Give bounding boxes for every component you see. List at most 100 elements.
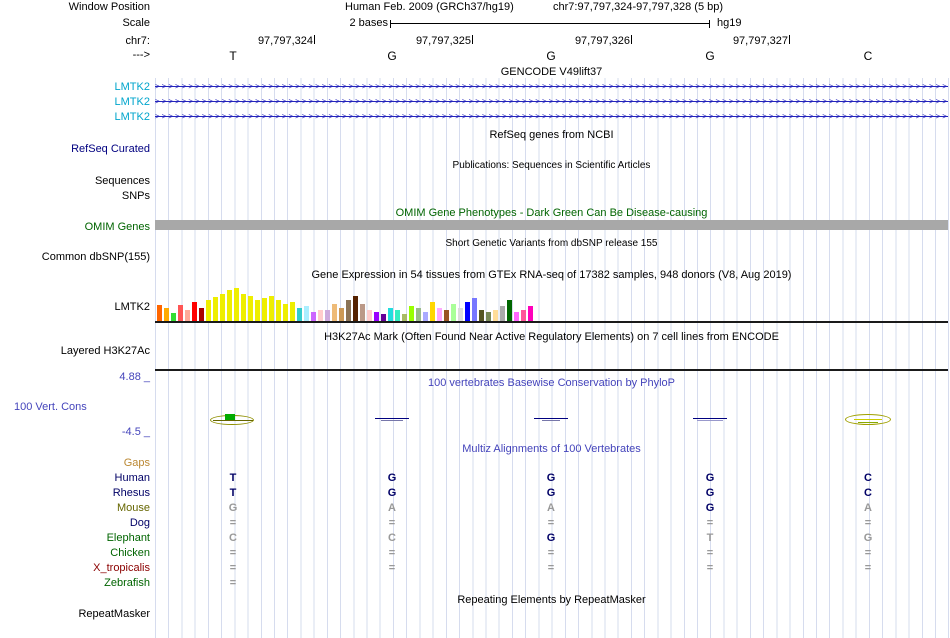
gtex-tissue-bar[interactable] bbox=[290, 302, 295, 321]
gtex-tissue-bar[interactable] bbox=[332, 304, 337, 321]
alignment-base[interactable]: = bbox=[388, 547, 396, 559]
alignment-base[interactable]: = bbox=[864, 562, 872, 574]
gtex-tissue-bar[interactable] bbox=[395, 310, 400, 321]
gtex-tissue-bar[interactable] bbox=[178, 305, 183, 321]
species-label[interactable]: Dog bbox=[129, 517, 150, 529]
gtex-tissue-bar[interactable] bbox=[367, 310, 372, 321]
gtex-tissue-bar[interactable] bbox=[374, 312, 379, 321]
alignment-base[interactable]: G bbox=[705, 472, 715, 484]
conservation-mark[interactable] bbox=[534, 418, 568, 419]
conservation-mark[interactable] bbox=[213, 420, 253, 421]
track-title-multiz[interactable]: Multiz Alignments of 100 Vertebrates bbox=[462, 443, 641, 455]
gtex-tissue-bar[interactable] bbox=[353, 296, 358, 321]
gtex-tissue-bar[interactable] bbox=[388, 308, 393, 321]
alignment-base[interactable]: G bbox=[228, 502, 238, 514]
track-title-omim[interactable]: OMIM Gene Phenotypes - Dark Green Can Be… bbox=[395, 207, 708, 219]
alignment-base[interactable]: G bbox=[863, 532, 873, 544]
species-label[interactable]: Elephant bbox=[106, 532, 150, 544]
gtex-tissue-bar[interactable] bbox=[423, 312, 428, 321]
alignment-base[interactable]: A bbox=[864, 502, 872, 514]
gtex-tissue-bar[interactable] bbox=[255, 300, 260, 321]
gtex-tissue-bar[interactable] bbox=[171, 313, 176, 321]
gtex-tissue-bar[interactable] bbox=[437, 308, 442, 321]
alignment-base[interactable]: G bbox=[546, 487, 556, 499]
track-title-phylop[interactable]: 100 vertebrates Basewise Conservation by… bbox=[427, 377, 676, 389]
alignment-base[interactable]: = bbox=[706, 547, 714, 559]
alignment-base[interactable]: = bbox=[706, 517, 714, 529]
gtex-tissue-bar[interactable] bbox=[416, 308, 421, 321]
track-label-gencode-item[interactable]: LMTK2 bbox=[114, 111, 150, 123]
track-title-refseq[interactable]: RefSeq genes from NCBI bbox=[489, 129, 614, 141]
alignment-base[interactable]: A bbox=[388, 502, 396, 514]
alignment-base[interactable]: T bbox=[229, 472, 237, 484]
alignment-base[interactable]: G bbox=[705, 487, 715, 499]
alignment-base[interactable]: = bbox=[229, 517, 237, 529]
track-title-repeatmasker[interactable]: Repeating Elements by RepeatMasker bbox=[457, 594, 646, 606]
gtex-tissue-bar[interactable] bbox=[206, 300, 211, 321]
alignment-base[interactable]: G bbox=[387, 472, 397, 484]
gtex-tissue-bar[interactable] bbox=[360, 304, 365, 321]
species-label[interactable]: Human bbox=[114, 472, 150, 484]
gtex-tissue-bar[interactable] bbox=[199, 308, 204, 321]
track-label-gencode-item[interactable]: LMTK2 bbox=[114, 81, 150, 93]
gtex-tissue-bar[interactable] bbox=[304, 306, 309, 321]
gtex-tissue-bar[interactable] bbox=[227, 290, 232, 321]
conservation-mark[interactable] bbox=[542, 420, 560, 421]
track-label-sequences[interactable]: Sequences bbox=[94, 175, 150, 187]
gtex-tissue-bar[interactable] bbox=[283, 304, 288, 321]
conservation-mark[interactable] bbox=[845, 414, 891, 425]
species-label[interactable]: Gaps bbox=[123, 457, 150, 469]
gencode-transcript-line[interactable]: >>>>>>>>>>>>>>>>>>>>>>>>>>>>>>>>>>>>>>>>… bbox=[155, 97, 948, 107]
alignment-base[interactable]: = bbox=[547, 547, 555, 559]
gtex-tissue-bar[interactable] bbox=[311, 312, 316, 321]
gtex-tissue-bar[interactable] bbox=[521, 310, 526, 321]
gencode-transcript-line[interactable]: >>>>>>>>>>>>>>>>>>>>>>>>>>>>>>>>>>>>>>>>… bbox=[155, 82, 948, 92]
alignment-base[interactable]: = bbox=[547, 562, 555, 574]
species-label[interactable]: Zebrafish bbox=[104, 577, 150, 589]
alignment-base[interactable]: G bbox=[705, 502, 715, 514]
gtex-tissue-bar[interactable] bbox=[528, 306, 533, 321]
alignment-base[interactable]: C bbox=[864, 487, 872, 499]
track-label-refseq-curated[interactable]: RefSeq Curated bbox=[71, 143, 150, 155]
gtex-tissue-bar[interactable] bbox=[381, 314, 386, 321]
gtex-tissue-bar[interactable] bbox=[458, 308, 463, 321]
track-label-gencode-item[interactable]: LMTK2 bbox=[114, 96, 150, 108]
species-label[interactable]: X_tropicalis bbox=[93, 562, 150, 574]
track-label-h3k27ac[interactable]: Layered H3K27Ac bbox=[60, 345, 150, 357]
alignment-base[interactable]: A bbox=[547, 502, 555, 514]
species-label[interactable]: Mouse bbox=[116, 502, 150, 514]
gtex-tissue-bar[interactable] bbox=[262, 298, 267, 321]
gtex-tissue-bar[interactable] bbox=[213, 297, 218, 321]
alignment-base[interactable]: G bbox=[546, 532, 556, 544]
gtex-tissue-bar[interactable] bbox=[451, 304, 456, 321]
alignment-base[interactable]: T bbox=[706, 532, 714, 544]
track-label-snps[interactable]: SNPs bbox=[121, 190, 150, 202]
conservation-mark[interactable] bbox=[693, 418, 727, 419]
track-label-repeatmasker[interactable]: RepeatMasker bbox=[78, 608, 150, 620]
gtex-tissue-bar[interactable] bbox=[444, 310, 449, 321]
track-title-h3k27ac[interactable]: H3K27Ac Mark (Often Found Near Active Re… bbox=[324, 331, 779, 343]
gtex-tissue-bar[interactable] bbox=[234, 288, 239, 321]
track-title-dbsnp[interactable]: Short Genetic Variants from dbSNP releas… bbox=[445, 238, 658, 249]
gtex-tissue-bar[interactable] bbox=[479, 310, 484, 321]
alignment-base[interactable]: = bbox=[388, 562, 396, 574]
gtex-tissue-bar[interactable] bbox=[220, 294, 225, 321]
gtex-tissue-bar[interactable] bbox=[269, 296, 274, 321]
alignment-base[interactable]: = bbox=[864, 547, 872, 559]
alignment-base[interactable]: = bbox=[229, 547, 237, 559]
track-label-common-dbsnp[interactable]: Common dbSNP(155) bbox=[41, 251, 150, 263]
gtex-tissue-bar[interactable] bbox=[248, 296, 253, 321]
conservation-mark[interactable] bbox=[381, 420, 403, 421]
track-title-gencode[interactable]: GENCODE V49lift37 bbox=[500, 66, 603, 78]
gtex-tissue-bar[interactable] bbox=[486, 312, 491, 321]
gtex-tissue-bar[interactable] bbox=[346, 300, 351, 321]
alignment-base[interactable]: C bbox=[229, 532, 237, 544]
gtex-tissue-bar[interactable] bbox=[241, 294, 246, 321]
conservation-mark[interactable] bbox=[854, 419, 882, 420]
alignment-base[interactable]: G bbox=[546, 472, 556, 484]
track-title-publications[interactable]: Publications: Sequences in Scientific Ar… bbox=[452, 160, 651, 171]
gtex-tissue-bar[interactable] bbox=[430, 302, 435, 321]
alignment-base[interactable]: = bbox=[547, 517, 555, 529]
alignment-base[interactable]: = bbox=[706, 562, 714, 574]
gtex-tissue-bar[interactable] bbox=[465, 302, 470, 321]
